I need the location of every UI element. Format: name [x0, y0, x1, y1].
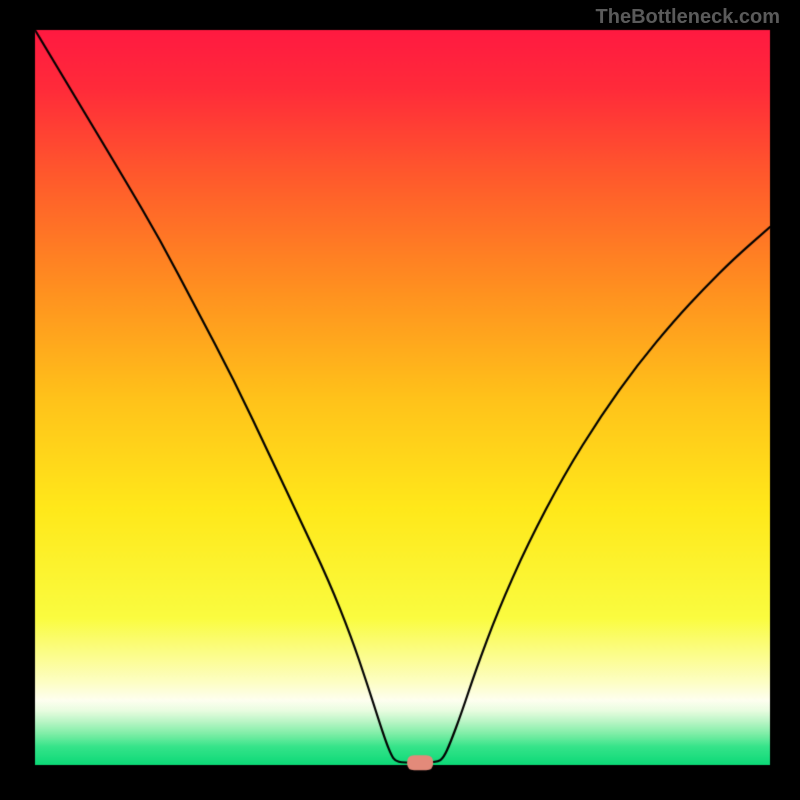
- watermark-text: TheBottleneck.com: [596, 6, 780, 29]
- chart-stage: TheBottleneck.com: [0, 0, 800, 800]
- bottleneck-curve: [0, 0, 800, 800]
